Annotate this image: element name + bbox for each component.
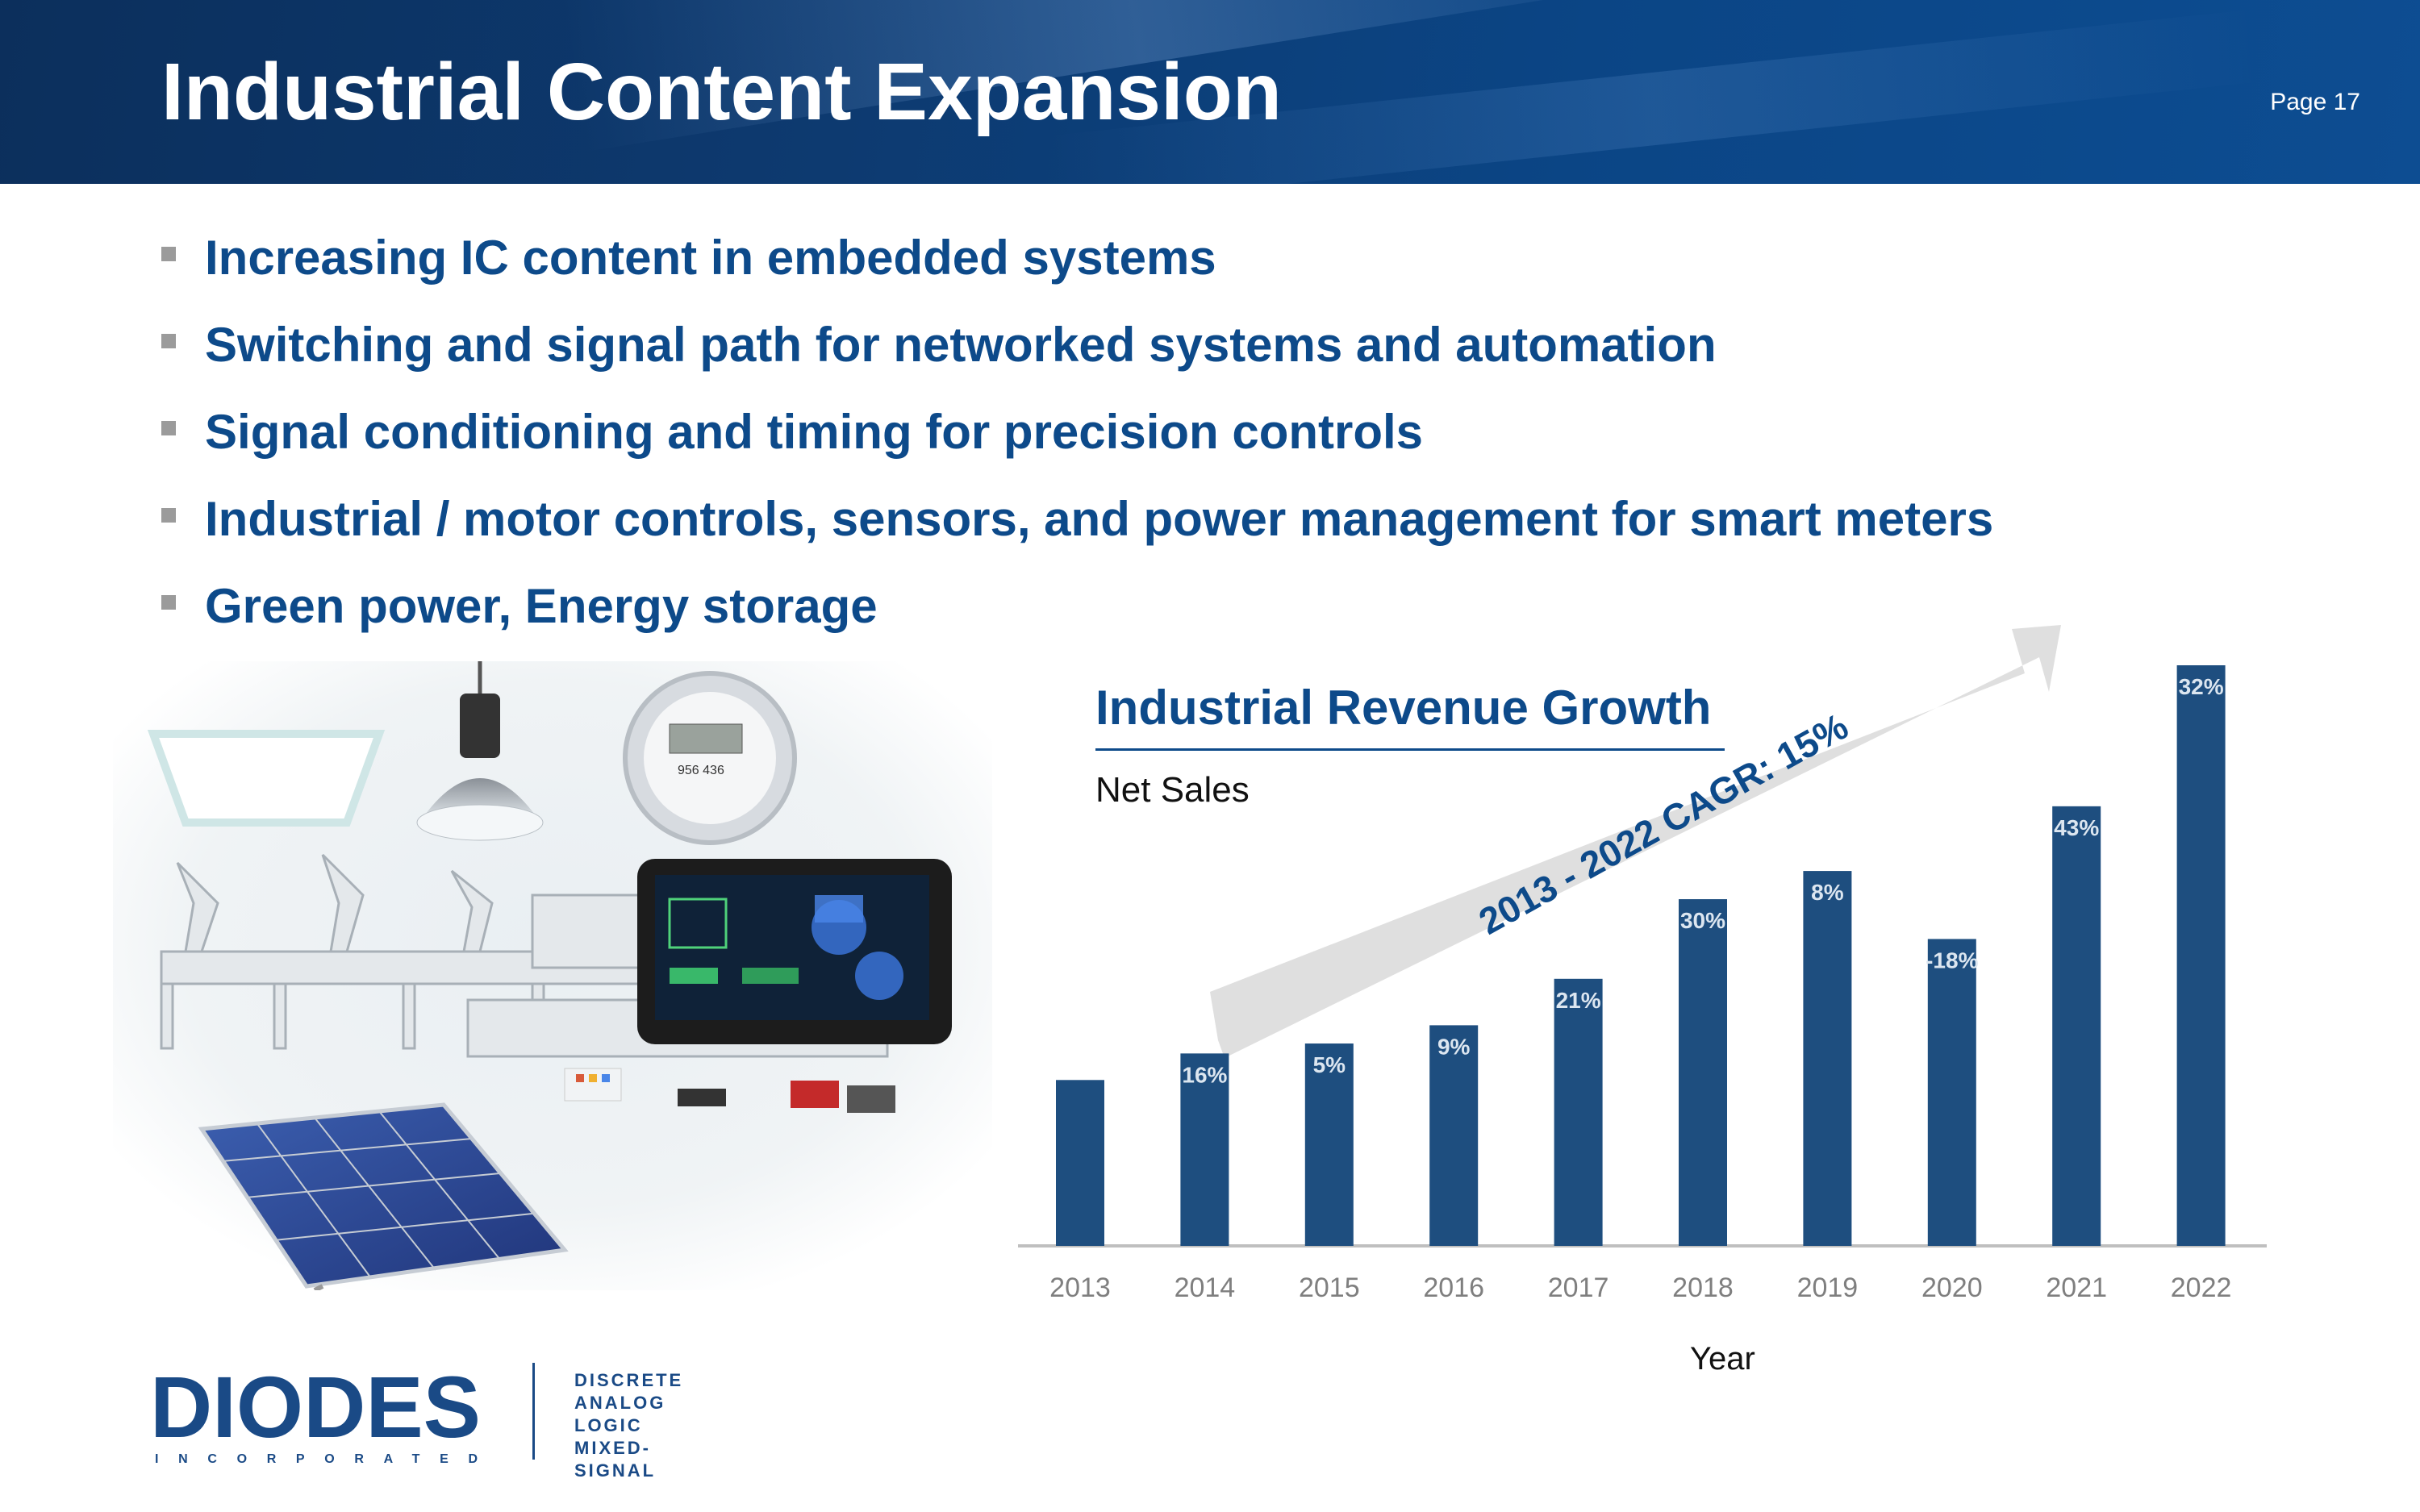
chart-title: Industrial Revenue Growth bbox=[1095, 681, 1712, 735]
data-label: 30% bbox=[1680, 908, 1725, 933]
control-panel-icon bbox=[564, 1068, 895, 1113]
page-number: Page 17 bbox=[2270, 89, 2360, 115]
bullet-square-icon bbox=[161, 421, 176, 435]
bar bbox=[1927, 939, 1976, 1246]
bar bbox=[2176, 665, 2226, 1246]
data-label: 16% bbox=[1182, 1062, 1227, 1087]
bullet-list: Increasing IC content in embedded system… bbox=[161, 226, 1993, 661]
bullet-item: Green power, Energy storage bbox=[161, 574, 1993, 661]
cagr-annotation: 2013 - 2022 CAGR: 15% bbox=[1472, 705, 1855, 943]
industrial-collage-image: 956 436 bbox=[113, 661, 992, 1290]
bullet-item: Switching and signal path for networked … bbox=[161, 313, 1993, 400]
solar-panel-icon bbox=[198, 1102, 569, 1289]
logo-tag: ANALOG bbox=[574, 1393, 666, 1413]
data-label: 8% bbox=[1811, 880, 1844, 905]
bar bbox=[1803, 871, 1852, 1246]
logo-tag: MIXED-SIGNAL bbox=[574, 1438, 657, 1481]
bullet-text: Signal conditioning and timing for preci… bbox=[205, 405, 1424, 459]
bullet-item: Increasing IC content in embedded system… bbox=[161, 226, 1993, 313]
logo-wordmark: DIODES bbox=[150, 1363, 481, 1456]
logo-divider bbox=[532, 1363, 535, 1460]
x-tick-label: 2021 bbox=[2046, 1272, 2107, 1303]
data-label: 9% bbox=[1437, 1034, 1471, 1059]
data-label: 21% bbox=[1556, 988, 1601, 1013]
slide-title: Industrial Content Expansion bbox=[161, 47, 1282, 137]
company-logo: DIODES INCORPORATED DISCRETE ANALOG LOGI… bbox=[150, 1358, 731, 1481]
data-label: 43% bbox=[2054, 815, 2099, 840]
trend-arrow bbox=[1210, 625, 2061, 1058]
x-tick-label: 2015 bbox=[1299, 1272, 1360, 1303]
bullet-text: Green power, Energy storage bbox=[205, 579, 878, 633]
svg-text:956 436: 956 436 bbox=[678, 764, 724, 777]
x-tick-label: 2018 bbox=[1672, 1272, 1734, 1303]
x-tick-label: 2017 bbox=[1548, 1272, 1609, 1303]
chart-subtitle: Net Sales bbox=[1095, 770, 1250, 810]
x-tick-label: 2016 bbox=[1423, 1272, 1484, 1303]
x-tick-label: 2019 bbox=[1797, 1272, 1859, 1303]
bar bbox=[1554, 978, 1603, 1246]
chart-title-underline bbox=[1095, 748, 1725, 751]
diodes-logo-icon: DIODES INCORPORATED bbox=[150, 1358, 481, 1466]
data-label: 5% bbox=[1313, 1052, 1346, 1077]
logo-tag: DISCRETE bbox=[574, 1370, 684, 1390]
bullet-text: Industrial / motor controls, sensors, an… bbox=[205, 492, 1994, 546]
x-tick-label: 2013 bbox=[1049, 1272, 1111, 1303]
lamp-icon bbox=[460, 694, 500, 758]
bar bbox=[2052, 806, 2101, 1246]
bullet-square-icon bbox=[161, 247, 176, 261]
bullet-text: Switching and signal path for networked … bbox=[205, 318, 1717, 372]
bullet-item: Industrial / motor controls, sensors, an… bbox=[161, 487, 1993, 574]
logo-tag: LOGIC bbox=[574, 1415, 643, 1435]
x-tick-label: 2014 bbox=[1175, 1272, 1236, 1303]
logo-tags: DISCRETE ANALOG LOGIC MIXED-SIGNAL bbox=[574, 1369, 731, 1482]
bullet-text: Increasing IC content in embedded system… bbox=[205, 231, 1216, 285]
x-tick-label: 2022 bbox=[2171, 1272, 2232, 1303]
x-tick-label: 2020 bbox=[1921, 1272, 1983, 1303]
bar bbox=[1429, 1025, 1479, 1246]
ceiling-light-icon bbox=[147, 730, 386, 827]
bar bbox=[1180, 1053, 1229, 1246]
title-banner: Industrial Content Expansion Page 17 bbox=[0, 0, 2420, 184]
bullet-square-icon bbox=[161, 595, 176, 610]
data-label: 32% bbox=[2179, 674, 2224, 699]
bullet-square-icon bbox=[161, 508, 176, 523]
data-label: -18% bbox=[1926, 948, 1978, 973]
bar bbox=[1679, 899, 1727, 1246]
x-axis-label: Year bbox=[1690, 1341, 1755, 1377]
bullet-item: Signal conditioning and timing for preci… bbox=[161, 400, 1993, 487]
bullet-square-icon bbox=[161, 334, 176, 348]
bar bbox=[1304, 1043, 1354, 1246]
bar bbox=[1056, 1080, 1104, 1246]
